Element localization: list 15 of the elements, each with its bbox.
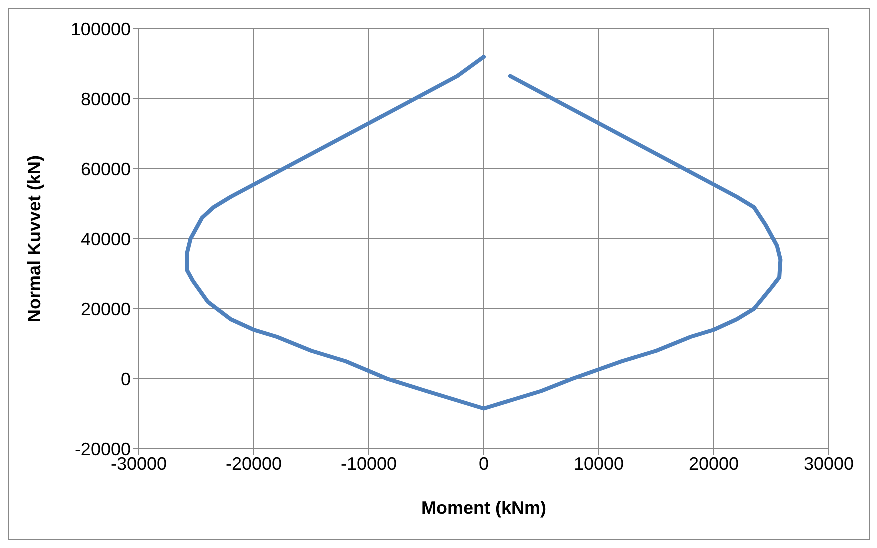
x-tick-label: 20000	[688, 454, 740, 474]
y-tick-label: 40000	[80, 229, 131, 250]
x-tick-label: 10000	[574, 454, 624, 474]
y-tick-label: 20000	[80, 299, 131, 320]
x-axis-title: Moment (kNm)	[422, 498, 547, 518]
x-tick-label: -10000	[340, 454, 398, 474]
y-tick-label: 60000	[80, 159, 131, 180]
x-tick-label: 0	[478, 454, 490, 474]
line-series	[185, 55, 783, 411]
y-tick-label: 0	[120, 369, 131, 390]
x-tick-label: -20000	[226, 454, 282, 474]
y-tick-label: 80000	[80, 89, 131, 110]
y-tick-label: 100000	[70, 19, 131, 40]
y-axis-title: Normal Kuvvet (kN)	[24, 155, 44, 323]
x-tick-label: 30000	[804, 454, 854, 474]
